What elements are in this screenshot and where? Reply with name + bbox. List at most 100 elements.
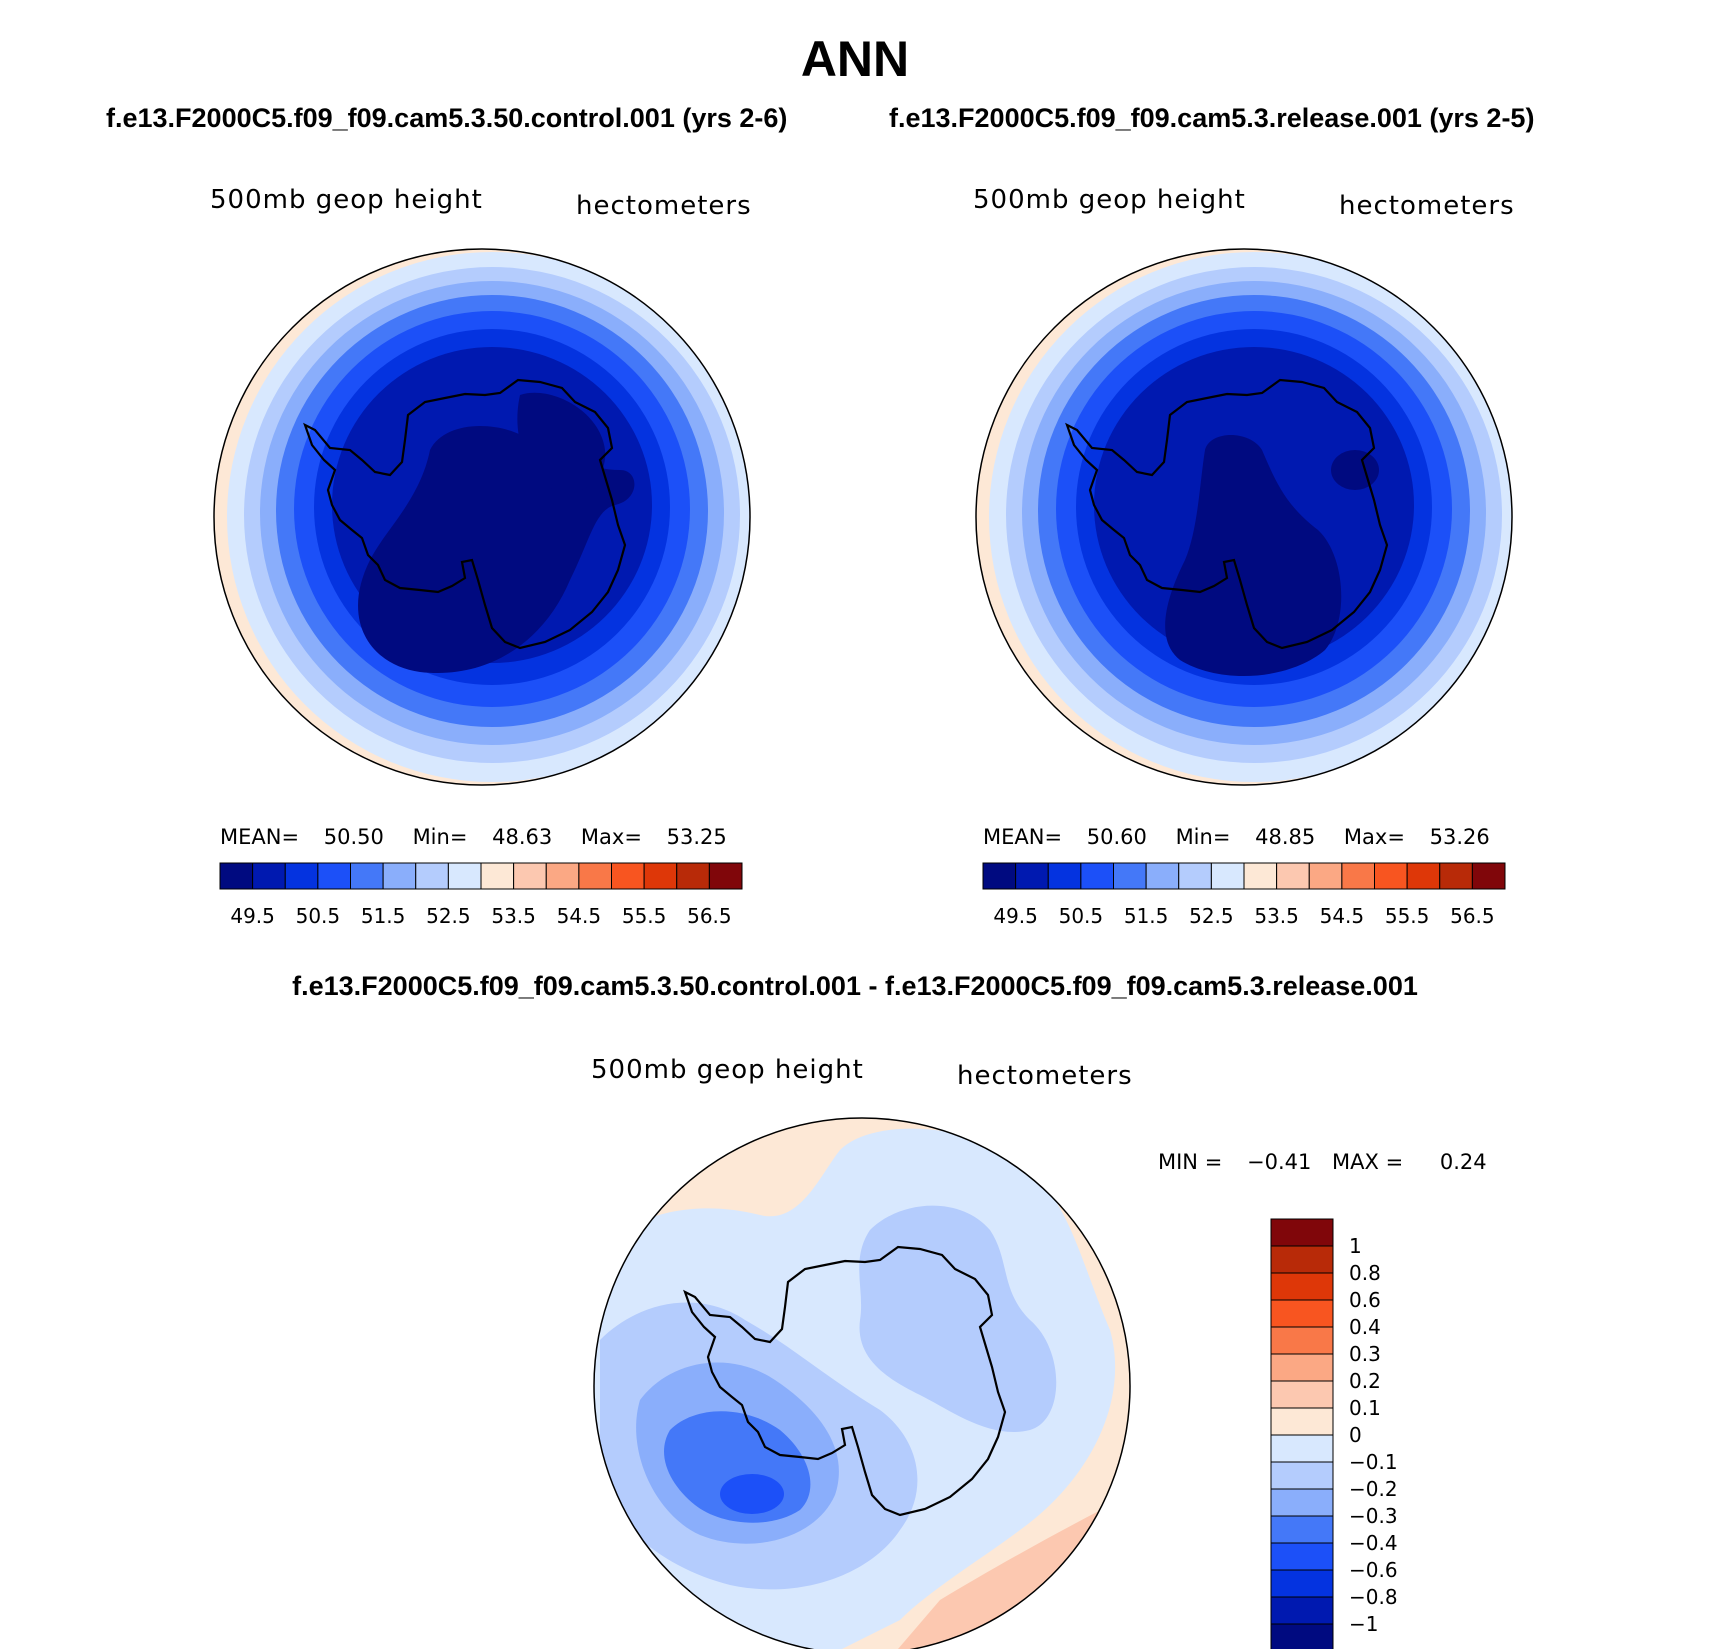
left-colorbar-swatch — [415, 862, 449, 890]
right-colorbar-tick-label: 56.5 — [1450, 904, 1495, 928]
diff-colorbar-swatch — [1270, 1380, 1334, 1409]
right-stats: MEAN= 50.60 Min= 48.85 Max= 53.26 — [983, 825, 1490, 849]
left-colorbar-tick-label: 51.5 — [361, 904, 406, 928]
left-colorbar-tick-label: 55.5 — [622, 904, 667, 928]
left-colorbar-swatch — [447, 862, 482, 890]
diff-field-band-minus0.4 — [720, 1474, 784, 1514]
right-colorbar-tick-label: 49.5 — [993, 904, 1038, 928]
right-map-boundary — [975, 248, 1513, 786]
right-colorbar-tick-label: 50.5 — [1059, 904, 1104, 928]
left-colorbar-tick-label: 53.5 — [491, 904, 536, 928]
left-colorbar-tick-label: 50.5 — [296, 904, 341, 928]
diff-colorbar-swatch — [1270, 1272, 1334, 1301]
right-colorbar-tick-label: 55.5 — [1385, 904, 1430, 928]
diff-colorbar-swatch — [1270, 1596, 1334, 1625]
right-colorbar-swatch — [1276, 862, 1310, 890]
right-mean-label: MEAN= — [983, 825, 1063, 849]
diff-max-value: 0.24 — [1439, 1150, 1487, 1174]
right-min-value: 48.85 — [1255, 825, 1316, 849]
left-units-label: hectometers — [576, 191, 752, 221]
right-mean-value: 50.60 — [1086, 825, 1147, 849]
left-max-label: Max= — [580, 825, 642, 849]
left-colorbar: 49.5 50.5 51.5 52.5 53.5 54.5 55.5 56.5 — [219, 862, 743, 928]
right-max-label: Max= — [1343, 825, 1405, 849]
right-colorbar-swatch — [1471, 862, 1506, 890]
diff-colorbar-swatch — [1270, 1299, 1334, 1328]
right-field-minimum — [1165, 435, 1342, 677]
diff-min-value: −0.41 — [1246, 1150, 1312, 1174]
diff-map-boundary — [593, 1117, 1131, 1649]
diff-colorbar-swatch — [1270, 1488, 1334, 1517]
right-colorbar-swatch — [1341, 862, 1375, 890]
right-units-label: hectometers — [1339, 191, 1515, 221]
right-max-value: 53.26 — [1429, 825, 1490, 849]
left-map-boundary — [213, 248, 751, 786]
right-colorbar-swatch — [1308, 862, 1343, 890]
right-min-label: Min= — [1175, 825, 1231, 849]
left-mean-value: 50.50 — [323, 825, 384, 849]
left-colorbar-swatch — [578, 862, 612, 890]
diff-colorbar-tick-label: −0.6 — [1349, 1558, 1398, 1582]
right-field-minimum-2 — [1331, 450, 1379, 490]
diff-colorbar-tick-label: −0.2 — [1349, 1477, 1398, 1501]
diff-colorbar: 1 0.8 0.6 0.4 0.3 0.2 0.1 0 −0.1 −0.2 −0.3 −0.4 −0.6… — [1270, 1218, 1398, 1649]
left-colorbar-swatch — [480, 862, 515, 890]
left-colorbar-tick-label: 54.5 — [557, 904, 602, 928]
diff-colorbar-tick-label: 0.6 — [1349, 1288, 1381, 1312]
right-map — [975, 248, 1513, 786]
right-colorbar-swatch — [1080, 862, 1114, 890]
diff-colorbar-tick-label: −0.8 — [1349, 1585, 1398, 1609]
right-colorbar-swatch — [1178, 862, 1212, 890]
diff-colorbar-tick-label: 0.1 — [1349, 1396, 1381, 1420]
right-case-title: f.e13.F2000C5.f09_f09.cam5.3.release.001… — [889, 103, 1535, 133]
diff-colorbar-tick-label: 0.8 — [1349, 1261, 1381, 1285]
diff-colorbar-swatch — [1270, 1353, 1334, 1382]
left-colorbar-swatch — [219, 862, 254, 890]
right-colorbar: 49.5 50.5 51.5 52.5 53.5 54.5 55.5 56.5 — [982, 862, 1506, 928]
right-colorbar-swatch — [1243, 862, 1278, 890]
left-colorbar-swatch — [382, 862, 417, 890]
left-colorbar-tick-label: 52.5 — [426, 904, 471, 928]
diff-colorbar-swatch — [1270, 1623, 1334, 1649]
diff-colorbar-tick-label: 0.4 — [1349, 1315, 1381, 1339]
diff-stats: MIN = −0.41 MAX = 0.24 — [1158, 1150, 1487, 1174]
left-colorbar-swatch — [643, 862, 678, 890]
page-title: ANN — [800, 31, 910, 87]
right-variable-label: 500mb geop height — [973, 185, 1246, 215]
diff-colorbar-tick-label: −0.1 — [1349, 1450, 1398, 1474]
diff-colorbar-swatch — [1270, 1326, 1334, 1355]
diff-field-band-minus0.1-east — [859, 1205, 1057, 1432]
diff-variable-label: 500mb geop height — [591, 1055, 864, 1085]
right-colorbar-swatch — [1047, 862, 1082, 890]
left-colorbar-swatch — [284, 862, 319, 890]
diff-colorbar-swatch — [1270, 1461, 1334, 1490]
diff-colorbar-tick-label: 1 — [1349, 1234, 1362, 1258]
left-variable-label: 500mb geop height — [210, 185, 483, 215]
right-colorbar-tick-label: 51.5 — [1124, 904, 1169, 928]
left-min-label: Min= — [412, 825, 468, 849]
left-min-value: 48.63 — [492, 825, 553, 849]
left-colorbar-swatch — [708, 862, 743, 890]
left-colorbar-swatch — [545, 862, 580, 890]
left-colorbar-swatch — [513, 862, 547, 890]
left-max-value: 53.25 — [666, 825, 727, 849]
right-colorbar-swatch — [1406, 862, 1441, 890]
diff-colorbar-swatch — [1270, 1245, 1334, 1274]
diff-colorbar-swatch — [1270, 1407, 1334, 1436]
left-stats: MEAN= 50.50 Min= 48.63 Max= 53.25 — [220, 825, 727, 849]
diff-colorbar-tick-label: −1 — [1349, 1612, 1378, 1636]
left-colorbar-tick-label: 56.5 — [687, 904, 732, 928]
right-colorbar-swatch — [1145, 862, 1180, 890]
left-colorbar-swatch — [676, 862, 710, 890]
diff-colorbar-tick-label: −0.4 — [1349, 1531, 1398, 1555]
left-colorbar-tick-label: 49.5 — [230, 904, 275, 928]
diff-case-title: f.e13.F2000C5.f09_f09.cam5.3.50.control.… — [292, 971, 1418, 1001]
diff-colorbar-tick-label: −0.3 — [1349, 1504, 1398, 1528]
diff-colorbar-swatch — [1270, 1434, 1334, 1463]
left-map — [213, 248, 751, 786]
left-colorbar-swatch — [252, 862, 286, 890]
right-colorbar-tick-label: 53.5 — [1254, 904, 1299, 928]
right-colorbar-tick-label: 52.5 — [1189, 904, 1234, 928]
left-colorbar-swatch — [611, 862, 645, 890]
